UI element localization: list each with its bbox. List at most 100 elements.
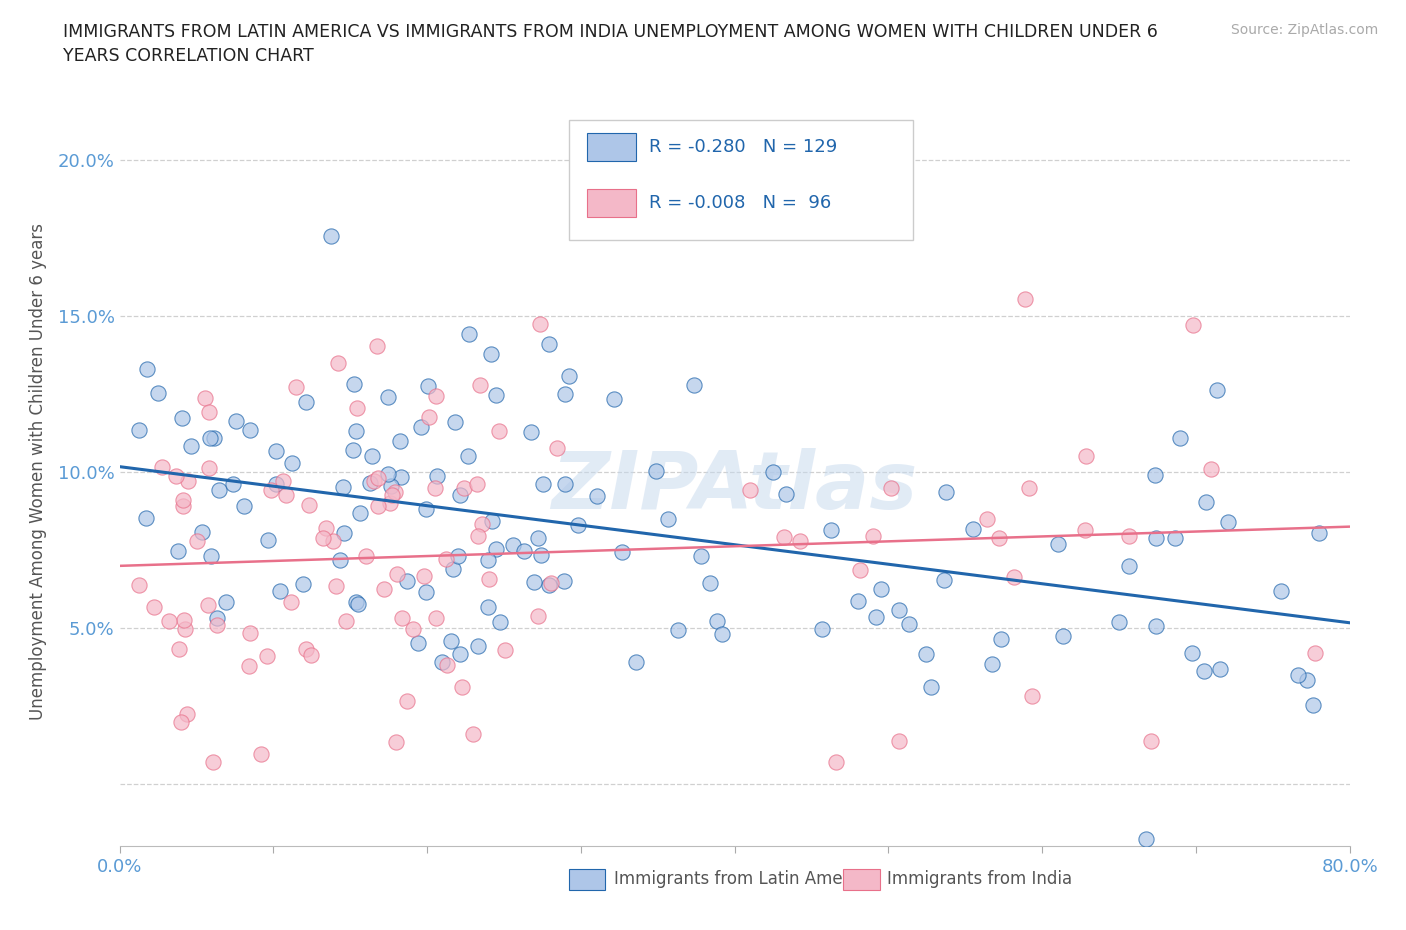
- Point: [146, 385, 169, 400]
- Point: [359, 475, 381, 490]
- Point: [988, 531, 1011, 546]
- Point: [257, 533, 280, 548]
- Point: [862, 528, 884, 543]
- Point: [478, 572, 501, 587]
- Point: [740, 483, 762, 498]
- Point: [436, 658, 458, 672]
- Point: [441, 562, 464, 577]
- Point: [471, 517, 494, 532]
- Point: [666, 622, 689, 637]
- Point: [527, 531, 550, 546]
- Point: [1164, 531, 1187, 546]
- Point: [329, 552, 352, 567]
- Point: [789, 534, 811, 549]
- Point: [295, 395, 318, 410]
- FancyBboxPatch shape: [568, 869, 606, 890]
- Point: [292, 577, 315, 591]
- Point: [198, 431, 221, 445]
- Point: [554, 476, 576, 491]
- Point: [128, 578, 150, 592]
- Point: [180, 439, 202, 454]
- Point: [849, 563, 872, 578]
- Point: [332, 526, 354, 541]
- Point: [502, 538, 524, 552]
- Point: [1181, 317, 1204, 332]
- Text: ZIPAtlas: ZIPAtlas: [551, 448, 918, 526]
- Point: [264, 444, 287, 458]
- Point: [1296, 672, 1319, 687]
- Point: [343, 377, 366, 392]
- Point: [239, 626, 262, 641]
- Point: [1002, 569, 1025, 584]
- Point: [381, 487, 404, 502]
- Point: [527, 608, 550, 623]
- Point: [934, 573, 956, 588]
- Point: [200, 548, 222, 563]
- Point: [467, 639, 489, 654]
- Point: [128, 422, 150, 437]
- Point: [444, 415, 467, 430]
- Point: [425, 610, 447, 625]
- Point: [624, 655, 647, 670]
- Point: [322, 534, 344, 549]
- Point: [233, 498, 256, 513]
- Point: [962, 521, 984, 536]
- Point: [494, 643, 516, 658]
- Point: [1216, 514, 1239, 529]
- Point: [440, 634, 463, 649]
- Point: [315, 520, 337, 535]
- Point: [402, 622, 425, 637]
- FancyBboxPatch shape: [844, 869, 880, 890]
- Point: [326, 356, 349, 371]
- Point: [166, 543, 188, 558]
- Point: [446, 549, 468, 564]
- Text: R = -0.008   N =  96: R = -0.008 N = 96: [648, 194, 831, 212]
- Point: [347, 597, 370, 612]
- Point: [657, 512, 679, 526]
- Point: [384, 735, 406, 750]
- Point: [824, 754, 846, 769]
- Point: [194, 391, 217, 405]
- Point: [465, 476, 488, 491]
- Point: [426, 469, 449, 484]
- Point: [384, 485, 406, 500]
- Point: [699, 576, 721, 591]
- Point: [298, 498, 321, 512]
- Point: [367, 471, 389, 485]
- Point: [449, 488, 471, 503]
- Point: [485, 388, 508, 403]
- Point: [150, 459, 173, 474]
- Point: [387, 566, 409, 581]
- Point: [135, 362, 157, 377]
- Point: [523, 575, 546, 590]
- Point: [238, 658, 260, 673]
- Point: [865, 610, 887, 625]
- Point: [990, 631, 1012, 646]
- Point: [554, 387, 576, 402]
- Point: [198, 460, 221, 475]
- Point: [897, 617, 920, 631]
- Y-axis label: Unemployment Among Women with Children Under 6 years: Unemployment Among Women with Children U…: [28, 223, 46, 721]
- Point: [981, 657, 1004, 671]
- Point: [202, 755, 225, 770]
- Point: [361, 448, 384, 463]
- Point: [463, 726, 485, 741]
- Point: [208, 483, 231, 498]
- Point: [453, 481, 475, 496]
- Point: [389, 470, 412, 485]
- Point: [811, 621, 834, 636]
- Point: [239, 423, 262, 438]
- Point: [1302, 698, 1324, 712]
- Point: [415, 501, 437, 516]
- Point: [423, 480, 446, 495]
- Point: [711, 627, 734, 642]
- Point: [406, 635, 429, 650]
- Point: [1181, 645, 1204, 660]
- Point: [377, 467, 399, 482]
- Point: [1308, 525, 1330, 540]
- Point: [1209, 661, 1232, 676]
- Point: [935, 485, 957, 499]
- Point: [772, 529, 794, 544]
- Point: [366, 339, 388, 353]
- Point: [312, 530, 335, 545]
